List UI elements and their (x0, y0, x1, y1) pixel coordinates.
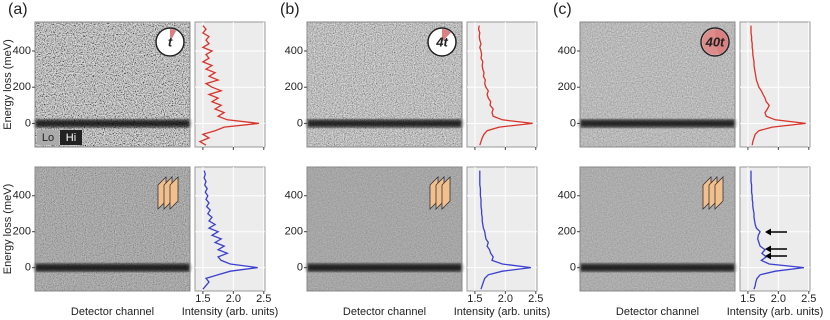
elastic-band (307, 263, 462, 272)
spectrum-background (194, 166, 266, 292)
y-tick-label: 0 (570, 117, 576, 129)
y-tick-label: 0 (25, 117, 31, 129)
frame-icon (441, 176, 451, 210)
spectrum-background (739, 166, 811, 292)
x-axis-label: Intensity (arb. units) (182, 306, 279, 318)
frame-icon (714, 176, 724, 210)
elastic-band (35, 263, 190, 272)
spectrum-line (479, 170, 531, 290)
clock-label: 4t (435, 34, 448, 49)
y-tick-label: 200 (558, 81, 576, 93)
clock-wedge (442, 29, 451, 42)
y-axis-label: Energy loss (meV) (2, 39, 14, 129)
x-tick-label: 2.0 (771, 293, 786, 305)
y-tick-label: 400 (558, 45, 576, 57)
y-axis-label: Energy loss (meV) (2, 184, 14, 274)
image-frame (579, 166, 736, 292)
spectrum-line (198, 25, 259, 146)
elastic-band (35, 119, 190, 128)
y-tick-label: 0 (297, 117, 303, 129)
y-tick-label: 0 (570, 262, 576, 274)
y-tick-label: 200 (285, 81, 303, 93)
x-axis-label: Intensity (arb. units) (454, 306, 551, 318)
y-tick-label: 200 (285, 226, 303, 238)
frame-icon (169, 176, 179, 210)
elastic-band (580, 263, 735, 272)
colorbar-lo (37, 130, 59, 145)
x-tick-label: 1.5 (740, 293, 755, 305)
x-tick-label: 1.5 (467, 293, 482, 305)
x-axis-label: Detector channel (616, 306, 699, 318)
image-frame (579, 21, 736, 148)
x-axis-label: Intensity (arb. units) (727, 306, 824, 318)
y-tick-label: 200 (13, 81, 31, 93)
x-tick-label: 1.5 (195, 293, 210, 305)
clock-label: 40t (705, 34, 725, 49)
image-frame (306, 21, 463, 148)
arrow-head (765, 252, 771, 260)
panel-label: (c) (553, 1, 572, 18)
image-frame (34, 21, 191, 148)
y-tick-label: 400 (285, 190, 303, 202)
panel-label: (a) (8, 1, 28, 18)
elastic-band (580, 119, 735, 128)
elastic-band (307, 119, 462, 128)
y-tick-label: 400 (558, 190, 576, 202)
arrow-head (765, 228, 771, 236)
spectrum-background (466, 21, 538, 148)
y-tick-label: 400 (285, 45, 303, 57)
clock-wedge (170, 29, 177, 42)
y-tick-label: 0 (297, 262, 303, 274)
x-axis-label: Detector channel (343, 306, 426, 318)
clock-fill (702, 29, 728, 55)
y-tick-label: 400 (13, 190, 31, 202)
clock-label: t (168, 34, 173, 49)
arrow-head (765, 245, 771, 253)
x-axis-label: Detector channel (71, 306, 154, 318)
image-frame (34, 166, 191, 292)
x-tick-label: 2.0 (498, 293, 513, 305)
x-tick-label: 2.5 (256, 293, 271, 305)
spectrum-background (739, 21, 811, 148)
y-tick-label: 200 (13, 226, 31, 238)
x-tick-label: 2.0 (226, 293, 241, 305)
y-tick-label: 200 (558, 226, 576, 238)
y-tick-label: 0 (25, 262, 31, 274)
spectrum-line (750, 25, 806, 146)
image-frame (306, 166, 463, 292)
x-tick-label: 2.5 (801, 293, 816, 305)
colorbar-label: Lo (42, 132, 54, 144)
spectrum-line (202, 170, 258, 290)
colorbar-label: Hi (66, 132, 76, 144)
colorbar-hi (60, 130, 82, 145)
panel-label: (b) (280, 1, 300, 18)
spectrum-background (194, 21, 266, 148)
x-tick-label: 2.5 (528, 293, 543, 305)
y-tick-label: 400 (13, 45, 31, 57)
spectrum-line (477, 25, 533, 146)
spectrum-background (466, 166, 538, 292)
spectrum-line (750, 170, 804, 290)
